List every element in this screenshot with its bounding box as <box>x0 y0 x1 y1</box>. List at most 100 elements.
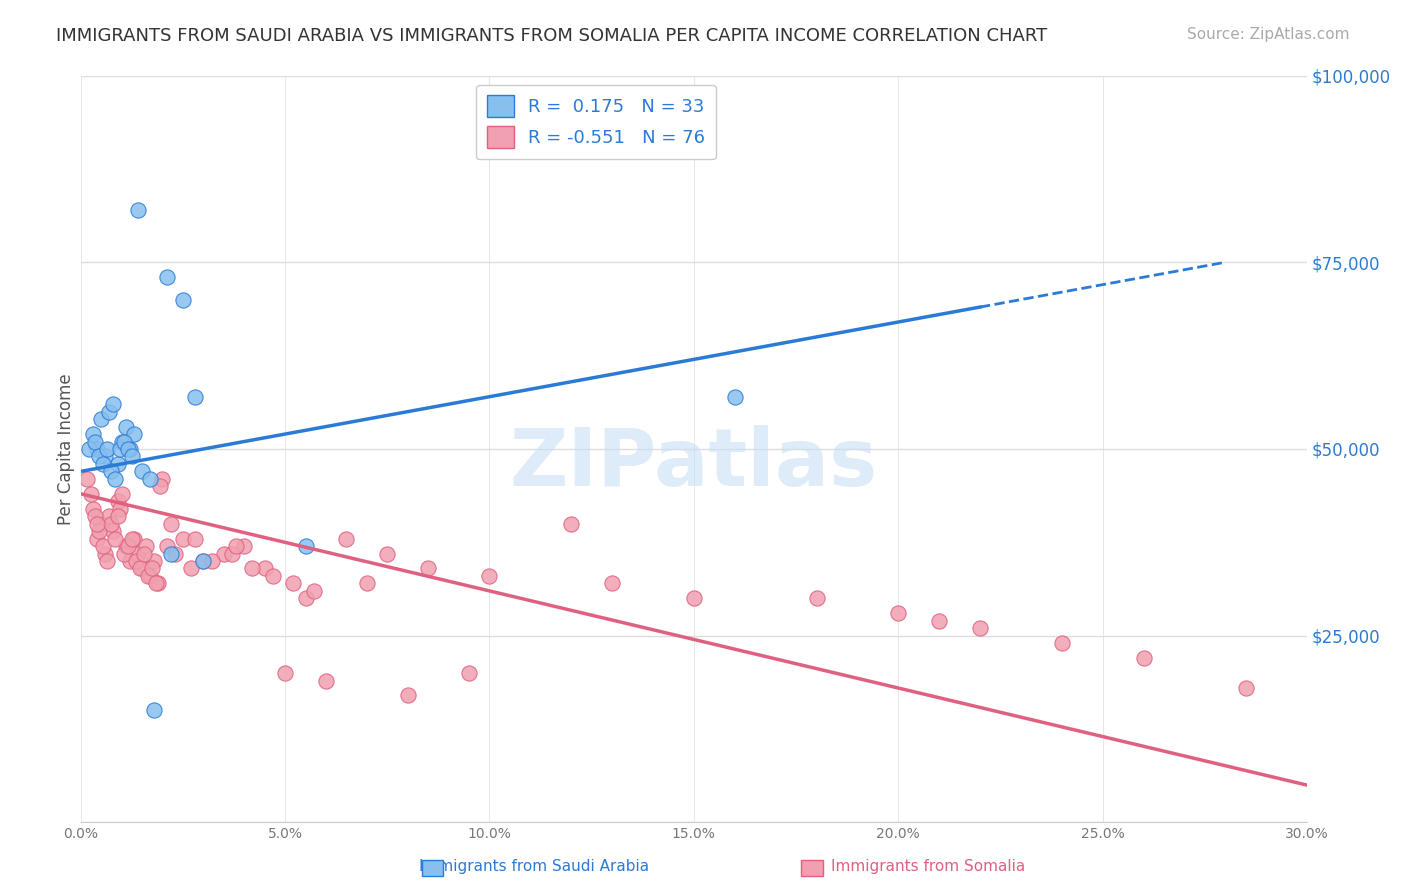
Point <box>172 293 194 307</box>
Point <box>806 591 828 606</box>
Point <box>104 532 127 546</box>
Point <box>90 412 112 426</box>
Point <box>100 516 122 531</box>
Point <box>200 554 222 568</box>
Point <box>127 202 149 217</box>
Point <box>148 576 170 591</box>
Point <box>129 561 152 575</box>
Point <box>149 479 172 493</box>
Point <box>159 547 181 561</box>
Point <box>163 547 186 561</box>
Point <box>103 524 125 538</box>
Point <box>125 554 148 568</box>
Point <box>110 487 132 501</box>
Point <box>159 516 181 531</box>
Point <box>96 442 118 456</box>
Point <box>396 689 419 703</box>
Point <box>89 524 111 538</box>
Point <box>225 539 247 553</box>
Point <box>233 539 256 553</box>
Point <box>335 532 357 546</box>
Point <box>969 621 991 635</box>
Point <box>172 532 194 546</box>
Point <box>127 547 149 561</box>
Point <box>141 561 163 575</box>
Point <box>118 442 141 456</box>
Point <box>418 561 440 575</box>
Point <box>143 703 166 717</box>
Point <box>132 547 155 561</box>
Text: Immigrants from Somalia: Immigrants from Somalia <box>831 859 1025 874</box>
Point <box>184 532 207 546</box>
Point <box>724 390 747 404</box>
Point <box>114 539 136 553</box>
Point <box>96 554 118 568</box>
Y-axis label: Per Capita Income: Per Capita Income <box>58 373 75 524</box>
Point <box>180 561 202 575</box>
Point <box>262 569 284 583</box>
Point <box>107 457 129 471</box>
Point <box>283 576 305 591</box>
Point <box>184 390 207 404</box>
Point <box>375 547 398 561</box>
Point <box>193 554 215 568</box>
Point <box>98 404 121 418</box>
Legend: R =  0.175   N = 33, R = -0.551   N = 76: R = 0.175 N = 33, R = -0.551 N = 76 <box>475 85 716 160</box>
Point <box>108 501 131 516</box>
Point <box>356 576 378 591</box>
Point <box>315 673 337 688</box>
Point <box>86 532 108 546</box>
Point <box>82 501 104 516</box>
Point <box>193 554 215 568</box>
Text: ZIPatlas: ZIPatlas <box>510 425 877 503</box>
Point <box>683 591 706 606</box>
Point <box>139 472 162 486</box>
Point <box>112 434 135 449</box>
Point <box>107 494 129 508</box>
Point <box>212 547 235 561</box>
Point <box>600 576 623 591</box>
Point <box>117 442 139 456</box>
Point <box>91 539 114 553</box>
Point <box>84 434 107 449</box>
Point <box>94 450 117 464</box>
Point <box>1132 651 1154 665</box>
Point <box>253 561 276 575</box>
Point <box>458 666 481 681</box>
Point <box>121 532 143 546</box>
Point <box>114 419 136 434</box>
Point <box>104 472 127 486</box>
Point <box>89 450 111 464</box>
Point <box>143 554 166 568</box>
Point <box>86 516 108 531</box>
Point <box>118 554 141 568</box>
Point <box>155 270 177 285</box>
Text: Source: ZipAtlas.com: Source: ZipAtlas.com <box>1187 27 1350 42</box>
Point <box>560 516 582 531</box>
Point <box>103 397 125 411</box>
Point <box>139 569 162 583</box>
Point <box>887 607 910 621</box>
Point <box>136 569 159 583</box>
Point <box>80 487 103 501</box>
Point <box>155 539 177 553</box>
Point <box>131 561 153 575</box>
Point <box>91 457 114 471</box>
Point <box>117 539 139 553</box>
Point <box>135 539 157 553</box>
Point <box>1050 636 1073 650</box>
Point <box>110 434 132 449</box>
Point <box>77 442 100 456</box>
Point <box>84 509 107 524</box>
Point <box>121 450 143 464</box>
Point <box>100 464 122 478</box>
Point <box>98 509 121 524</box>
Point <box>122 427 145 442</box>
Text: IMMIGRANTS FROM SAUDI ARABIA VS IMMIGRANTS FROM SOMALIA PER CAPITA INCOME CORREL: IMMIGRANTS FROM SAUDI ARABIA VS IMMIGRAN… <box>56 27 1047 45</box>
Point <box>928 614 950 628</box>
Point <box>294 591 316 606</box>
Point <box>478 569 501 583</box>
Point <box>90 516 112 531</box>
Point <box>131 464 153 478</box>
Point <box>221 547 243 561</box>
